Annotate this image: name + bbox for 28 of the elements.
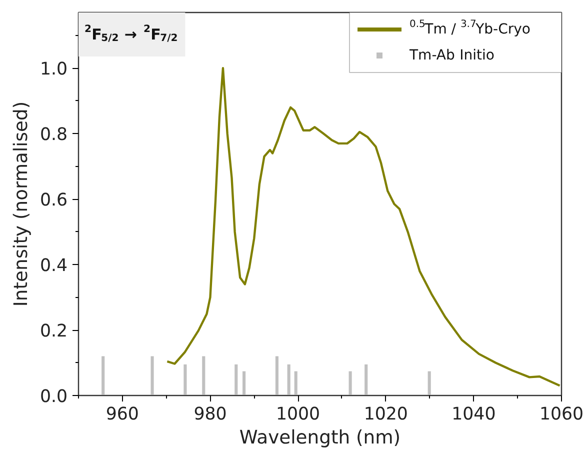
legend-label: Tm-Ab Initio xyxy=(408,48,495,64)
bar xyxy=(294,371,298,396)
y-axis-title: Intensity (normalised) xyxy=(10,101,32,307)
bar xyxy=(184,364,187,396)
x-tick-label: 1040 xyxy=(452,404,496,424)
bar xyxy=(428,371,431,396)
bar xyxy=(275,356,279,396)
bar xyxy=(364,364,368,396)
bar xyxy=(102,356,105,396)
x-tick-label: 1000 xyxy=(276,404,320,424)
y-tick-label: 0.6 xyxy=(40,190,68,211)
y-tick-label: 1.0 xyxy=(40,60,68,80)
y-tick-label: 0.0 xyxy=(40,387,68,407)
x-tick-label: 1060 xyxy=(539,404,584,424)
y-tick-label: 0.8 xyxy=(40,125,68,146)
line-series xyxy=(166,67,561,387)
bar xyxy=(287,364,290,396)
bar xyxy=(202,356,206,396)
bar xyxy=(234,364,238,396)
x-tick-label: 1020 xyxy=(364,404,408,424)
y-tick-label: 0.4 xyxy=(40,256,68,276)
bar xyxy=(150,356,154,396)
x-tick-label: 980 xyxy=(194,404,227,424)
bar xyxy=(242,371,246,396)
y-tick-label: 0.2 xyxy=(40,322,68,342)
x-axis-title: Wavelength (nm) xyxy=(239,428,401,448)
bar xyxy=(348,371,352,396)
x-tick-label: 960 xyxy=(106,404,139,424)
